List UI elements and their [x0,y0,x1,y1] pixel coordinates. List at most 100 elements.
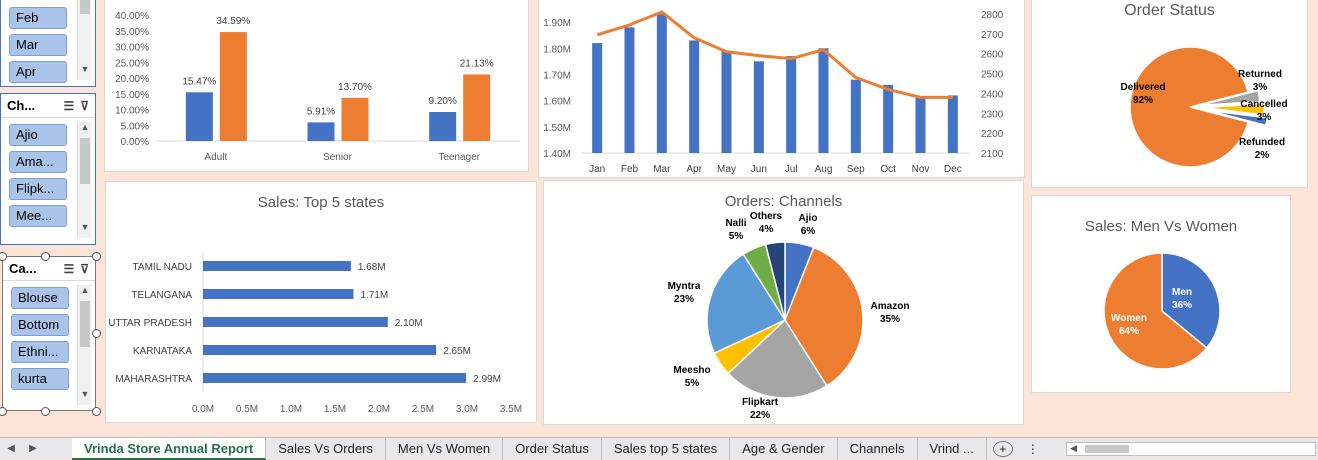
slicer-item[interactable]: Blouse [11,287,69,309]
sheet-tab[interactable]: Vrind ... [918,437,987,460]
age-gender-chart[interactable]: 0.00% 5.00% 10.00% 15.00% 20.00% 25.00% 30.00%… [104,0,529,172]
sales-bar [656,14,667,154]
slicer-item[interactable]: Bottom [11,314,69,336]
resize-handle[interactable] [0,252,7,261]
sales-bar [592,43,603,153]
y-right-tick-label: 2600 [981,50,1004,61]
data-label: 2.65M [443,346,471,357]
channels-chart[interactable]: Orders: Channels Ajio 6% Amazon 35% Flipkart… [543,180,1024,425]
slicer-item[interactable]: Mee... [9,205,67,227]
pie-slice [764,241,786,321]
category-slicer: Ca... ☰ ⊽ Blouse Bottom Ethni... kurta ▲… [2,256,96,411]
sales-bar [818,48,829,153]
slice-label: Myntra [668,281,701,292]
slicer-header: Ca... ☰ ⊽ [3,257,95,281]
chart-title: Sales: Top 5 states [257,194,385,211]
y-tick-label: 10.00% [115,106,149,117]
scroll-left-icon[interactable]: ◀ [1070,443,1077,453]
order-status-chart[interactable]: Order Status Delivered 92% Returned 3% Cance… [1031,0,1308,188]
sheet-tab[interactable]: Age & Gender [730,437,838,460]
sheet-tab[interactable]: Men Vs Women [386,437,504,460]
chevron-up-icon[interactable]: ▲ [80,285,90,295]
slicer-scrollbar[interactable]: ▲ ▼ [77,285,91,405]
slicer-item[interactable]: Ethni... [11,341,69,363]
slicer-scrollbar[interactable]: ▲ ▼ [77,122,91,238]
y-tick-label: UTTAR PRADESH [108,318,192,329]
bar [463,74,491,141]
more-options-icon[interactable]: ⋮ [1026,441,1039,456]
horizontal-scrollbar[interactable]: ◀ [1066,442,1316,456]
chevron-up-icon[interactable]: ▲ [80,122,90,132]
pie-slice [1129,46,1250,168]
resize-handle[interactable] [92,329,101,338]
x-tick-label: 3.0M [456,404,478,415]
x-tick-label: Senior [323,152,353,163]
slicer-item[interactable]: Ama... [9,151,67,173]
sheet-tab[interactable]: Sales Vs Orders [266,437,386,460]
slicer-item[interactable]: Ajio [9,124,67,146]
data-label: 1.71M [360,290,388,301]
sales-bar [915,98,926,153]
y-left-tick-label: 1.70M [543,70,571,81]
y-tick-label: TAMIL NADU [133,262,192,273]
slicer-title: Ca... [9,261,37,276]
x-tick-label: Jul [785,164,798,175]
sales-vs-orders-chart[interactable]: 1.40M 1.50M 1.60M 1.70M 1.80M 1.90M 2100 2200 23… [538,0,1025,178]
chevron-down-icon[interactable]: ▼ [80,389,90,399]
clear-filter-icon[interactable]: ⊽ [80,261,89,276]
data-label: 34.59% [216,16,250,27]
y-tick-label: 0.00% [121,137,149,148]
y-tick-label: MAHARASHTRA [115,374,192,385]
tab-nav-next-icon[interactable]: ▶ [29,443,37,454]
sales-bar [624,27,635,154]
sales-vs-orders-svg: 1.40M 1.50M 1.60M 1.70M 1.80M 1.90M 2100 2200 23… [543,10,1004,175]
slicer-item[interactable]: Apr [9,61,67,83]
slicer-scrollbar[interactable]: ▼ [77,0,91,80]
resize-handle[interactable] [0,407,7,416]
tab-nav-prev-icon[interactable]: ◀ [7,443,15,454]
sheet-tab[interactable]: Channels [838,437,918,460]
slice-pct: 6% [801,226,816,237]
slicer-item[interactable]: Feb [9,7,67,29]
slicer-item[interactable]: Mar [9,34,67,56]
resize-handle[interactable] [92,407,101,416]
resize-handle[interactable] [41,252,50,261]
slice-label: Flipkart [742,397,779,408]
multi-select-icon[interactable]: ☰ [63,98,75,113]
chevron-down-icon[interactable]: ▼ [80,64,90,74]
resize-handle[interactable] [92,252,101,261]
y-tick-label: 35.00% [115,27,149,38]
sheet-tab[interactable]: Vrinda Store Annual Report [72,437,267,460]
data-label: 13.70% [338,82,372,93]
slice-label: Ajio [799,213,818,224]
sheet-tabs: Vrinda Store Annual Report Sales Vs Order… [72,437,987,460]
slicer-item[interactable]: Flipk... [9,178,67,200]
add-sheet-icon[interactable]: + [992,440,1013,457]
x-tick-label: Aug [815,164,833,175]
multi-select-icon[interactable]: ☰ [63,261,75,276]
sales-bar [786,56,797,153]
bar [185,92,213,141]
slicer-item[interactable]: kurta [11,368,69,390]
clear-filter-icon[interactable]: ⊽ [80,98,89,113]
sheet-tab[interactable]: Sales top 5 states [602,437,731,460]
slice-label: Amazon [871,301,910,312]
chevron-down-icon[interactable]: ▼ [80,222,90,232]
y-tick-label: 15.00% [115,90,149,101]
men-women-chart[interactable]: Sales: Men Vs Women Men 36% Women 64% [1031,195,1291,393]
data-label: 2.99M [473,374,501,385]
chart-title: Sales: Men Vs Women [1084,218,1238,235]
chart-title: Orders: Channels [724,193,843,210]
y-right-tick-label: 2700 [981,30,1004,41]
slice-label: Cancelled [1240,99,1287,110]
x-tick-label: Nov [912,164,930,175]
y-tick-label: 25.00% [115,58,149,69]
sales-bar [753,61,764,154]
slice-label: Men [1172,287,1192,298]
chart-title: Order Status [1124,2,1215,19]
resize-handle[interactable] [41,407,50,416]
sheet-tab[interactable]: Order Status [503,437,602,460]
pie-slice [1207,109,1269,127]
bar [307,122,335,141]
top-states-chart[interactable]: Sales: Top 5 states TAMIL NADU 1.68M TELAN… [105,181,537,423]
